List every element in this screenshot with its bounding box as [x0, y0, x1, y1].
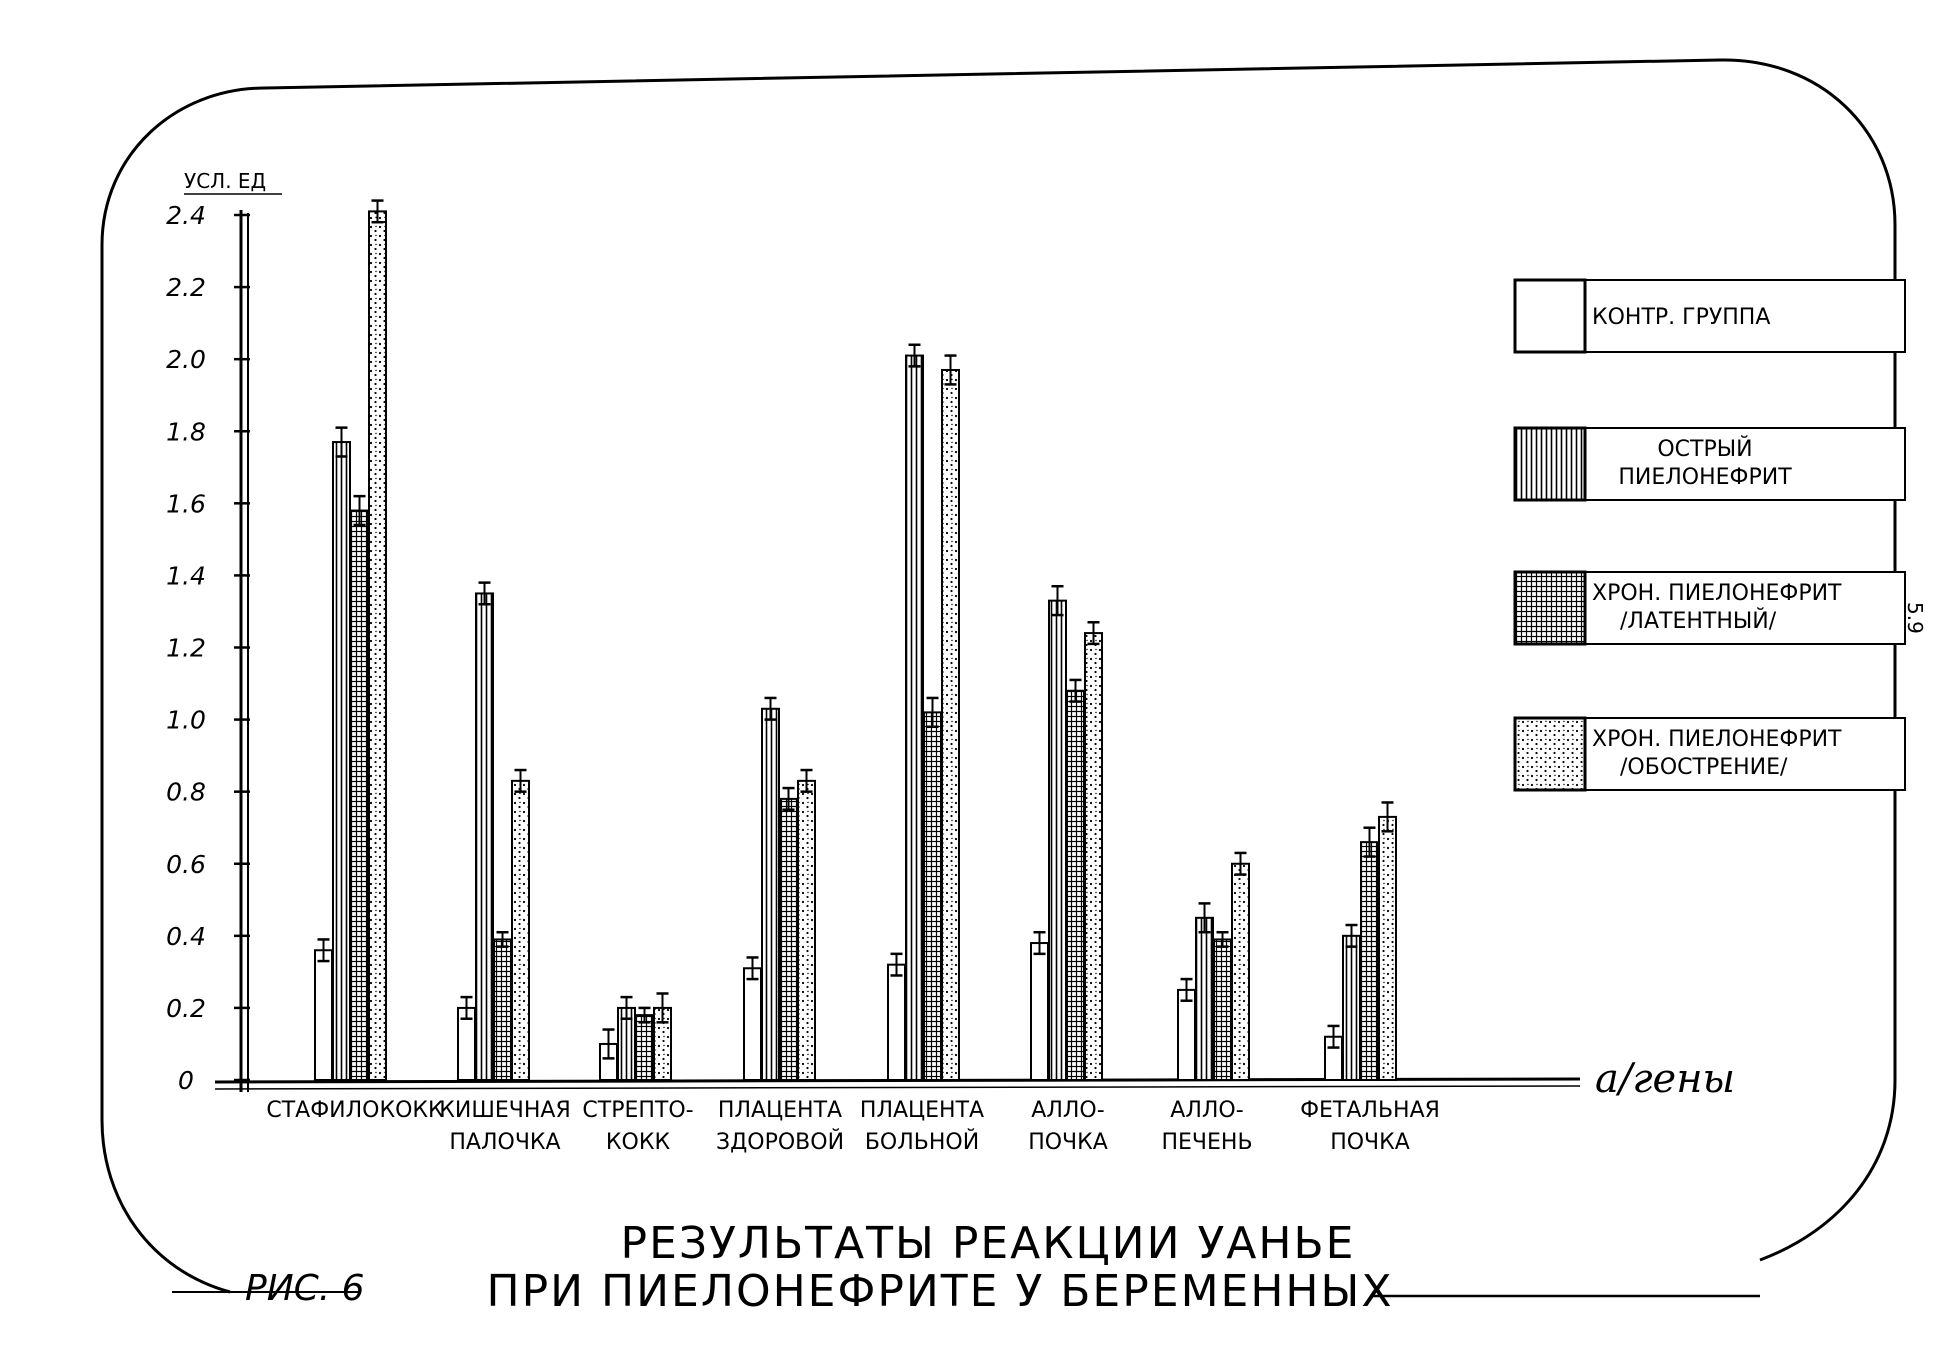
- bar: [350, 509, 369, 1081]
- bar: [1213, 938, 1232, 1081]
- legend-label: ХРОН. ПИЕЛОНЕФРИТ: [1592, 581, 1842, 606]
- bar: [493, 938, 512, 1081]
- chart-title-line-1: РЕЗУЛЬТАТЫ РЕАКЦИИ УАНЬЕ: [621, 1218, 1356, 1269]
- figure-label: РИС. 6: [245, 1268, 365, 1309]
- bars: [314, 199, 1397, 1082]
- category-label: ПЛАЦЕНТА: [718, 1098, 842, 1123]
- bar: [887, 963, 906, 1082]
- bar: [511, 779, 530, 1082]
- bar: [1195, 916, 1214, 1081]
- category-label: КИШЕЧНАЯ: [439, 1098, 570, 1123]
- bar: [941, 368, 960, 1081]
- legend-swatch: [1513, 570, 1587, 646]
- bar: [1342, 934, 1361, 1081]
- category-label: ЗДОРОВОЙ: [716, 1129, 844, 1155]
- bar: [1177, 988, 1196, 1081]
- y-tick-label: 1.6: [166, 489, 206, 518]
- bar: [905, 354, 924, 1081]
- y-tick-label: 2.2: [166, 273, 206, 302]
- category-label: СТРЕПТО-: [582, 1098, 693, 1123]
- y-tick-label: 0.2: [166, 994, 206, 1023]
- category-label: БОЛЬНОЙ: [865, 1129, 979, 1155]
- bar: [314, 949, 333, 1081]
- category-label: ПЛАЦЕНТА: [860, 1098, 984, 1123]
- y-axis-label: УСЛ. ЕД: [184, 169, 266, 193]
- y-tick-label: 0.8: [166, 778, 206, 807]
- y-tick-label: 1.0: [166, 706, 206, 735]
- margin-mark: 5.9: [1903, 602, 1927, 634]
- bar: [923, 711, 942, 1081]
- category-label: ПОЧКА: [1028, 1130, 1108, 1155]
- category-label: СТАФИЛОКОКК: [266, 1098, 444, 1123]
- legend-label: ОСТРЫЙ: [1657, 436, 1752, 462]
- bar: [797, 779, 816, 1082]
- legend-label: КОНТР. ГРУППА: [1592, 305, 1770, 330]
- bar: [1378, 815, 1397, 1081]
- category-label: ФЕТАЛЬНАЯ: [1300, 1098, 1440, 1123]
- legend-swatch: [1513, 278, 1587, 354]
- y-tick-label: 0.4: [166, 922, 206, 951]
- category-label: ПОЧКА: [1330, 1130, 1410, 1155]
- legend-label: ХРОН. ПИЕЛОНЕФРИТ: [1592, 727, 1842, 752]
- bar: [1231, 862, 1250, 1081]
- category-label: АЛЛО-: [1031, 1098, 1104, 1123]
- bar: [1066, 689, 1085, 1081]
- frame: [100, 58, 1897, 1294]
- bar: [332, 441, 351, 1081]
- y-tick-label: 0: [178, 1066, 194, 1095]
- category-label: КОКК: [606, 1130, 671, 1155]
- bar: [368, 210, 387, 1082]
- bar: [743, 967, 762, 1081]
- y-tick-label: 1.8: [166, 417, 206, 446]
- y-tick-label: 2.4: [166, 201, 206, 230]
- y-ticks: 0 0.2 0.4 0.6 0.8 1.0 1.2 1.4 1.6 1.8 2.0 2.2 2.4: [166, 201, 250, 1095]
- y-tick-label: 1.4: [166, 561, 206, 590]
- category-label: ПАЛОЧКА: [449, 1130, 560, 1155]
- bar: [475, 592, 494, 1081]
- y-tick-label: 1.2: [166, 634, 206, 663]
- bar: [1360, 841, 1379, 1081]
- legend-label: ПИЕЛОНЕФРИТ: [1618, 465, 1792, 490]
- category-label: АЛЛО-: [1170, 1098, 1243, 1123]
- chart-title-line-2: ПРИ ПИЕЛОНЕФРИТЕ У БЕРЕМЕННЫХ: [487, 1266, 1394, 1317]
- legend-label: /ЛАТЕНТНЫЙ/: [1620, 608, 1777, 634]
- legend-swatch: [1513, 426, 1587, 502]
- legend: КОНТР. ГРУППА ОСТРЫЙ ПИЕЛОНЕФРИТ ХРОН. ПИЕЛ…: [1513, 278, 1906, 792]
- legend-swatch: [1513, 716, 1587, 792]
- bar: [1084, 632, 1103, 1081]
- bar: [761, 707, 780, 1081]
- x-axis-label: а/гены: [1595, 1056, 1735, 1102]
- bar: [1048, 599, 1067, 1081]
- x-axis-double: [214, 1085, 1581, 1090]
- legend-label: /ОБОСТРЕНИЕ/: [1620, 755, 1788, 780]
- bar: [1030, 942, 1049, 1082]
- y-tick-label: 2.0: [166, 345, 206, 374]
- category-label: ПЕЧЕНЬ: [1161, 1130, 1252, 1155]
- bar: [779, 797, 798, 1081]
- y-tick-label: 0.6: [166, 850, 206, 879]
- bar: [635, 1014, 654, 1081]
